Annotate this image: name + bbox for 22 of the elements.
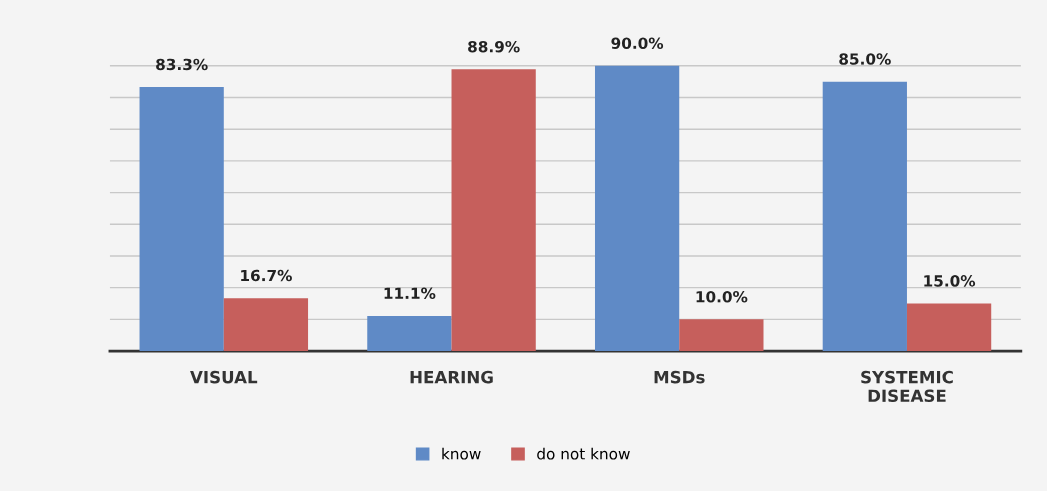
bar bbox=[594, 65, 680, 352]
bar bbox=[367, 315, 452, 352]
data-label: 88.9% bbox=[468, 40, 520, 53]
x-tick-label: MSDs bbox=[654, 370, 705, 384]
bar bbox=[451, 69, 536, 352]
data-label: 15.0% bbox=[924, 275, 976, 287]
bar bbox=[223, 298, 309, 352]
data-label: 11.1% bbox=[384, 287, 436, 300]
x-tick-label: VISUAL bbox=[190, 370, 258, 384]
data-label: 10.0% bbox=[696, 290, 748, 303]
bar bbox=[679, 319, 764, 352]
data-label: 85.0% bbox=[839, 53, 891, 65]
legend-label: know bbox=[442, 447, 481, 460]
data-label: 16.7% bbox=[241, 269, 292, 282]
bar bbox=[822, 81, 907, 352]
data-label: 83.3% bbox=[156, 58, 208, 71]
bar bbox=[906, 303, 992, 352]
bar bbox=[139, 87, 224, 352]
legend-label: do not know bbox=[537, 447, 630, 460]
x-tick-label: SYSTEMIC DISEASE bbox=[861, 370, 953, 403]
x-tick-label: HEARING bbox=[410, 370, 493, 384]
data-label: 90.0% bbox=[611, 37, 664, 49]
